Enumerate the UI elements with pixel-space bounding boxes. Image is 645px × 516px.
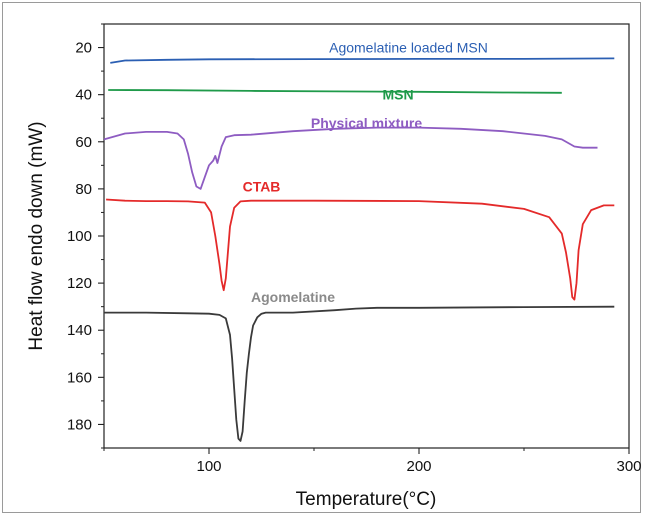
series-label-msn: MSN [382,87,413,103]
x-tick-label: 200 [406,458,431,475]
y-tick-label: 60 [75,134,92,151]
series-label-agomelatine-loaded-msn: Agomelatine loaded MSN [329,40,488,56]
series-labels: Agomelatine loaded MSN MSN Physical mixtur… [243,40,488,306]
series-lines [103,57,615,442]
y-tick-label: 100 [67,228,92,245]
series-line-msn [108,89,562,94]
series-line-physical-mixture [103,126,598,190]
plot-area-border [103,23,630,449]
y-tick-label: 140 [67,322,92,339]
y-axis-ticks: 20 40 60 80 100 120 140 160 180 [67,23,104,449]
series-label-agomelatine: Agomelatine [251,289,335,305]
y-tick-label: 20 [75,40,92,57]
x-tick-label: 300 [616,458,641,475]
y-tick-label: 180 [67,416,92,433]
series-label-ctab: CTAB [243,179,281,195]
x-axis-ticks: 100 200 300 [103,448,642,475]
y-tick-label: 80 [75,181,92,198]
y-axis-title: Heat flow endo down (mW) [26,121,47,350]
x-axis-title: Temperature(°C) [296,489,437,510]
series-line-agomelatine [104,305,615,442]
x-tick-label: 100 [196,458,221,475]
series-line-ctab [106,198,615,301]
series-label-physical-mixture: Physical mixture [311,115,422,131]
y-tick-label: 160 [67,369,92,386]
series-line-agomelatine-loaded-msn [110,57,615,64]
y-tick-label: 40 [75,87,92,104]
y-tick-label: 120 [67,275,92,292]
